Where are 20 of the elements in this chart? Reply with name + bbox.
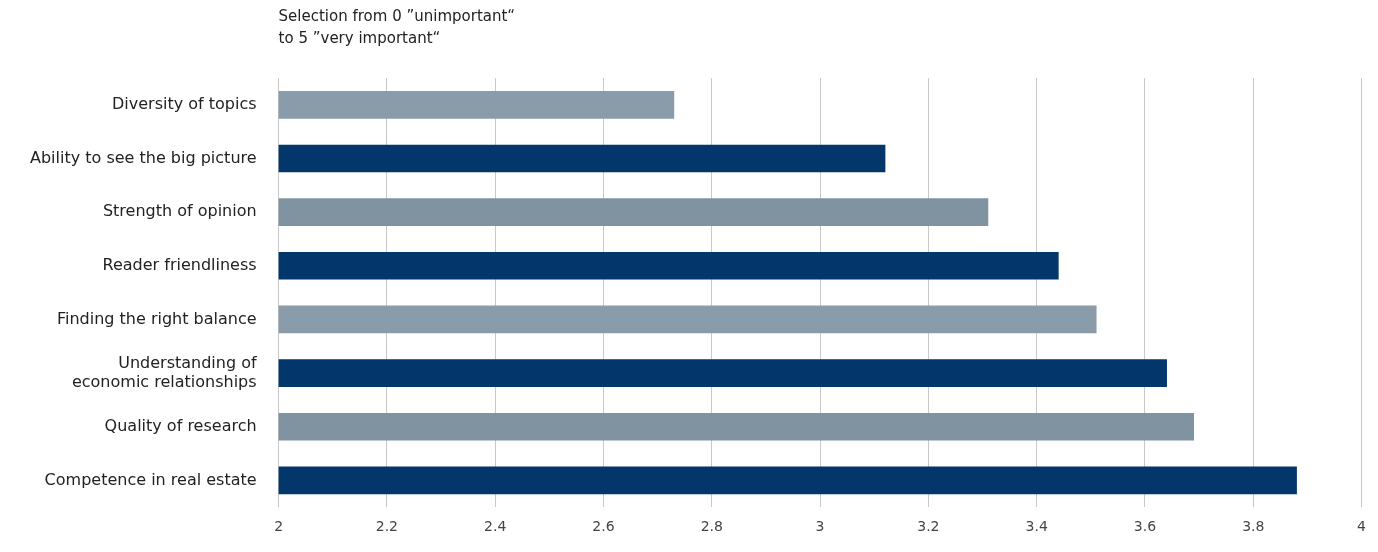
- y-tick-label: Reader friendliness: [102, 254, 257, 274]
- y-tick-label: Ability to see the big picture: [30, 147, 257, 167]
- x-tick-label: 3.4: [1025, 518, 1048, 535]
- chart-title: Selection from 0 ”unimportant“ to 5 ”very important“: [278, 7, 516, 48]
- x-tick-label: 2: [274, 518, 284, 535]
- y-tick-label: Competence in real estate: [44, 469, 257, 489]
- x-tick-label: 3: [815, 518, 825, 535]
- x-tick-label: 4: [1357, 518, 1367, 535]
- y-tick-label: Finding the right balance: [56, 308, 257, 328]
- y-tick-label: Quality of research: [104, 415, 257, 435]
- x-tick-label: 3.2: [917, 518, 940, 535]
- x-tick-label: 2.4: [484, 518, 507, 535]
- x-tick-label: 2.6: [592, 518, 615, 535]
- x-tick-label: 3.6: [1133, 518, 1157, 535]
- x-tick-label: 2.8: [700, 518, 723, 535]
- x-tick-label: 3.8: [1242, 518, 1265, 535]
- x-tick-label: 2.2: [375, 518, 399, 535]
- y-tick-label: Diversity of topics: [112, 93, 257, 113]
- y-tick-label: Strength of opinion: [102, 201, 257, 221]
- y-tick-label: Understanding of economic relationships: [71, 352, 257, 391]
